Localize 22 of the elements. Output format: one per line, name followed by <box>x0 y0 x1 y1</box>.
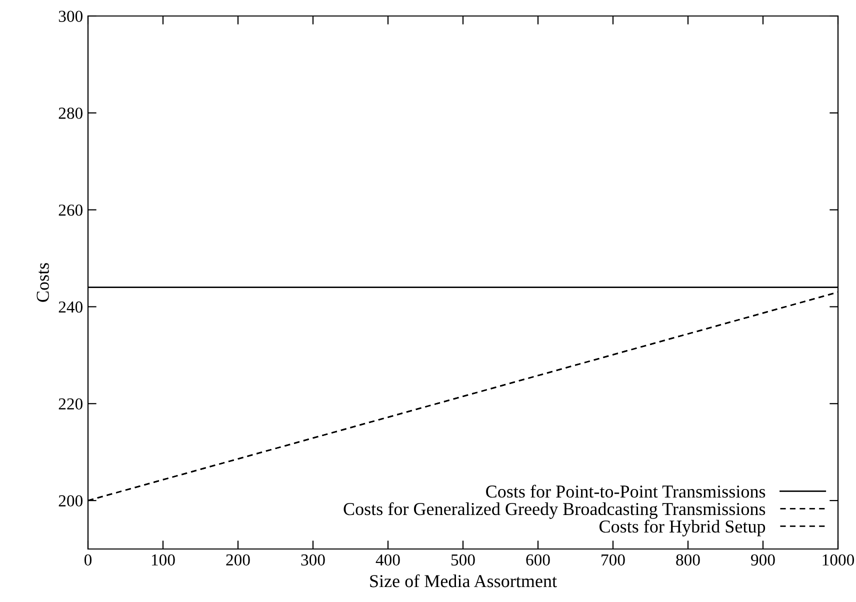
x-tick-label: 100 <box>152 554 175 566</box>
y-tick-label: 220 <box>58 398 83 410</box>
x-tick-label: 400 <box>376 554 400 566</box>
x-tick-label: 1000 <box>822 554 854 566</box>
legend-label: Costs for Hybrid Setup <box>600 520 766 536</box>
x-tick-label: 500 <box>451 554 475 566</box>
x-tick-label: 300 <box>301 554 325 566</box>
x-tick-label: 700 <box>602 554 625 566</box>
y-axis-title: Costs <box>36 263 49 302</box>
x-axis-title: Size of Media Assortment <box>370 574 557 588</box>
y-tick-label: 280 <box>58 108 83 119</box>
legend-label: Costs for Point-to-Point Transmissions <box>486 484 766 498</box>
x-tick-label: 200 <box>226 554 250 566</box>
x-tick-label: 800 <box>676 554 700 566</box>
x-tick-label: 0 <box>84 554 92 566</box>
x-tick-label: 600 <box>526 554 550 566</box>
y-tick-label: 300 <box>58 10 83 22</box>
y-tick-label: 240 <box>58 301 83 313</box>
x-tick-label: 900 <box>751 554 775 566</box>
y-tick-label: 260 <box>58 204 83 216</box>
y-tick-label: 200 <box>58 495 83 506</box>
legend-label: Costs for Generalized Greedy Broadcasting Transmissions <box>344 502 766 519</box>
